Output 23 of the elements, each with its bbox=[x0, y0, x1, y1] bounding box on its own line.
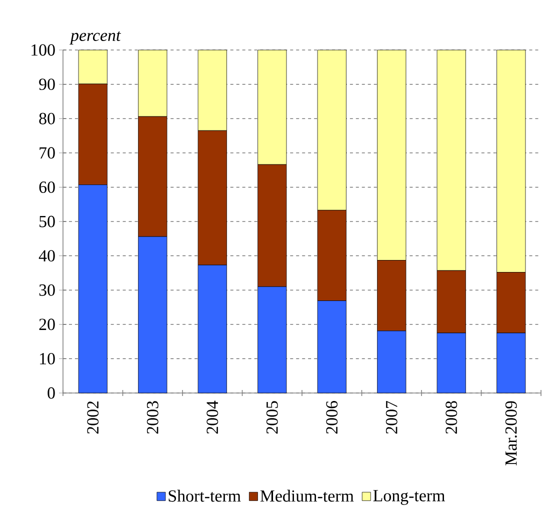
x-tick-label: 2008 bbox=[446, 401, 458, 434]
y-tick-label: 20 bbox=[39, 318, 55, 330]
y-tick-label: 10 bbox=[40, 352, 55, 364]
legend-label: Short-term bbox=[168, 490, 241, 502]
legend-label: Long-term bbox=[373, 490, 445, 505]
y-tick-label: 90 bbox=[39, 78, 55, 90]
y-tick-label: 0 bbox=[48, 387, 55, 399]
legend-label: Medium-term bbox=[260, 490, 354, 502]
y-tick-label: 40 bbox=[38, 250, 55, 262]
y-axis-title: percent bbox=[70, 31, 122, 44]
y-tick-label: 50 bbox=[40, 216, 55, 228]
x-tick-label: 2003 bbox=[146, 401, 158, 434]
x-tick-label: 2004 bbox=[206, 400, 218, 434]
y-tick-label: 70 bbox=[40, 147, 55, 159]
x-tick-label: 2002 bbox=[87, 401, 99, 434]
y-tick-label: 30 bbox=[39, 284, 55, 296]
y-tick-label: 60 bbox=[39, 181, 55, 193]
x-tick-label: Mar.2009 bbox=[505, 401, 517, 466]
x-tick-label: 2005 bbox=[266, 401, 278, 434]
x-tick-label: 2007 bbox=[386, 400, 398, 434]
x-tick-label: 2006 bbox=[326, 401, 338, 434]
y-tick-label: 80 bbox=[39, 112, 55, 124]
y-tick-label: 100 bbox=[32, 44, 55, 56]
